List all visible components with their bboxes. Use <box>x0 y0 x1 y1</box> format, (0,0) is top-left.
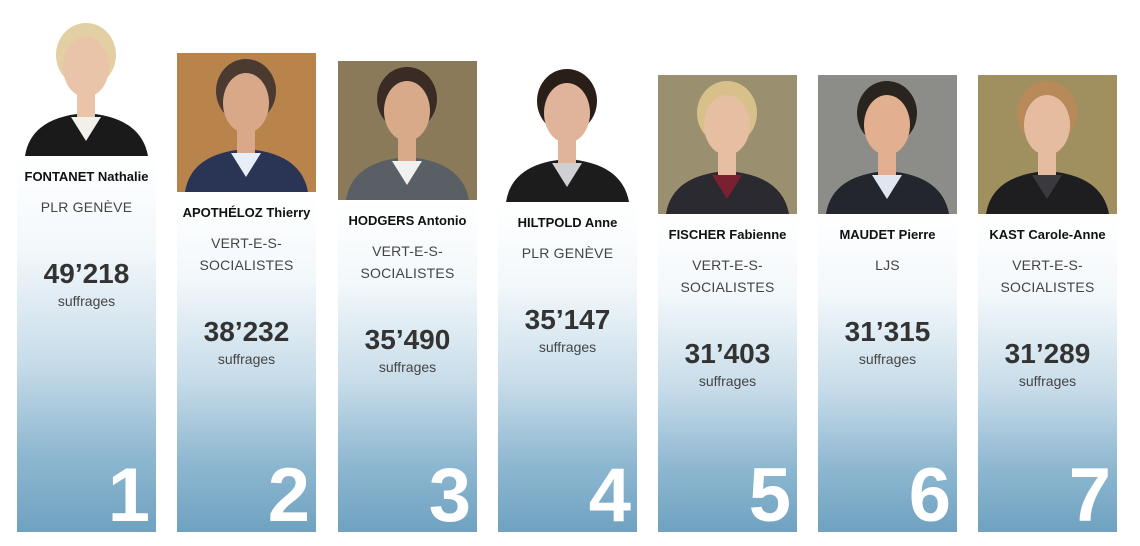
candidate-card: HODGERS Antonio VERT-E-S- SOCIALISTES 35’49… <box>338 0 477 538</box>
rank-number: 4 <box>588 453 631 538</box>
candidate-card: MAUDET Pierre LJS 31’315 suffrages 6 <box>818 0 957 538</box>
vote-count: 31’315 <box>844 316 931 347</box>
candidate-party: VERT-E-S- SOCIALISTES <box>177 232 316 276</box>
party-line: SOCIALISTES <box>680 279 775 295</box>
rank-number: 5 <box>748 453 791 538</box>
vote-count: 35’147 <box>524 304 611 335</box>
party-line: SOCIALISTES <box>360 265 455 281</box>
party-line: VERT-E-S- <box>692 257 763 273</box>
votes-label: suffrages <box>858 351 917 367</box>
vote-bar <box>658 214 797 532</box>
party-line: LJS <box>875 257 900 273</box>
candidate-card: HILTPOLD Anne PLR GENÈVE 35’147 suffrages 4 <box>498 0 637 538</box>
votes-label: suffrages <box>1018 373 1077 389</box>
vote-bar <box>338 200 477 532</box>
portrait-graphic <box>338 61 477 200</box>
vote-count: 35’490 <box>364 324 451 355</box>
candidate-card: FONTANET Nathalie PLR GENÈVE 49’218 suffrag… <box>17 0 156 538</box>
candidate-name: FONTANET Nathalie <box>24 169 149 184</box>
votes-label: suffrages <box>378 359 437 375</box>
votes-label: suffrages <box>57 293 116 309</box>
vote-bar <box>498 202 637 532</box>
candidate-name: FISCHER Fabienne <box>668 227 787 242</box>
party-line: VERT-E-S- <box>211 235 282 251</box>
candidate-party: VERT-E-S- SOCIALISTES <box>338 240 477 284</box>
candidate-photo <box>177 53 316 192</box>
vote-count: 38’232 <box>203 316 290 347</box>
rank-number: 6 <box>908 453 951 538</box>
portrait-graphic <box>978 75 1117 214</box>
vote-count: 49’218 <box>43 258 130 289</box>
vote-count: 31’289 <box>1004 338 1091 369</box>
vote-bar <box>17 156 156 532</box>
rank-number: 2 <box>267 453 310 538</box>
candidate-photo <box>17 17 156 156</box>
candidate-card: APOTHÉLOZ Thierry VERT-E-S- SOCIALISTES 38’… <box>177 0 316 538</box>
party-line: PLR GENÈVE <box>521 245 614 261</box>
rank-number: 7 <box>1068 453 1111 538</box>
vote-bar <box>978 214 1117 532</box>
portrait-graphic <box>17 17 156 156</box>
vote-bar <box>177 192 316 532</box>
candidate-party: PLR GENÈVE <box>498 242 637 264</box>
candidate-name: MAUDET Pierre <box>839 227 936 242</box>
rank-number: 3 <box>428 453 471 538</box>
portrait-graphic <box>658 75 797 214</box>
votes-label: suffrages <box>538 339 597 355</box>
portrait-graphic <box>177 53 316 192</box>
party-line: SOCIALISTES <box>199 257 294 273</box>
votes-label: suffrages <box>217 351 276 367</box>
candidate-card: FISCHER Fabienne VERT-E-S- SOCIALISTES 31’4… <box>658 0 797 538</box>
candidate-photo <box>818 75 957 214</box>
candidate-party: VERT-E-S- SOCIALISTES <box>658 254 797 298</box>
vote-count: 31’403 <box>684 338 771 369</box>
rank-number: 1 <box>107 453 150 538</box>
vote-bar <box>818 214 957 532</box>
candidate-card: KAST Carole-Anne VERT-E-S- SOCIALISTES 31’2… <box>978 0 1117 538</box>
candidate-photo <box>978 75 1117 214</box>
candidate-party: LJS <box>818 254 957 276</box>
portrait-graphic <box>818 75 957 214</box>
candidate-party: PLR GENÈVE <box>17 196 156 218</box>
party-line: VERT-E-S- <box>1012 257 1083 273</box>
party-line: VERT-E-S- <box>372 243 443 259</box>
party-line: PLR GENÈVE <box>40 199 133 215</box>
candidate-name: HODGERS Antonio <box>348 213 467 228</box>
candidate-name: APOTHÉLOZ Thierry <box>182 205 311 220</box>
candidate-name: HILTPOLD Anne <box>517 215 618 230</box>
candidate-name: KAST Carole-Anne <box>989 227 1106 242</box>
candidate-photo <box>338 61 477 200</box>
votes-label: suffrages <box>698 373 757 389</box>
candidate-photo <box>658 75 797 214</box>
candidate-photo <box>498 63 637 202</box>
candidate-party: VERT-E-S- SOCIALISTES <box>978 254 1117 298</box>
party-line: SOCIALISTES <box>1000 279 1095 295</box>
portrait-graphic <box>498 63 637 202</box>
